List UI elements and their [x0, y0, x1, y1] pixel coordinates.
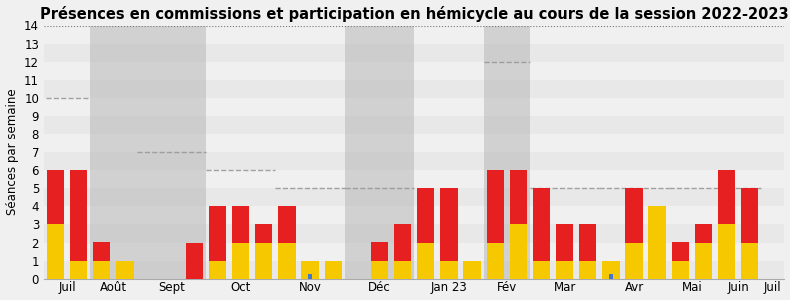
Bar [602, 261, 619, 279]
Bar [255, 242, 273, 279]
Bar [741, 242, 758, 279]
Bar [718, 224, 735, 279]
Bar [672, 261, 689, 279]
Bar [464, 261, 481, 279]
Bar [302, 261, 318, 279]
Bar [483, 26, 530, 279]
Bar [609, 274, 613, 279]
Bar [371, 261, 388, 279]
Bar [394, 261, 412, 279]
Bar [694, 242, 712, 279]
Bar [44, 261, 784, 279]
Bar [255, 224, 273, 242]
Bar [70, 261, 88, 279]
Bar [308, 274, 312, 279]
Bar [90, 26, 137, 279]
Y-axis label: Séances par semaine: Séances par semaine [6, 89, 18, 215]
Bar [672, 242, 689, 261]
Bar [44, 80, 784, 98]
Bar [44, 206, 784, 224]
Title: Présences en commissions et participation en hémicycle au cours de la session 20: Présences en commissions et participatio… [40, 6, 788, 22]
Bar [532, 188, 550, 261]
Bar [440, 261, 457, 279]
Bar [70, 170, 88, 261]
Bar [209, 206, 226, 261]
Bar [47, 170, 64, 224]
Bar [649, 206, 666, 279]
Bar [556, 224, 574, 261]
Bar [626, 188, 643, 242]
Bar [186, 242, 203, 279]
Bar [626, 242, 643, 279]
Bar [47, 224, 64, 279]
Bar [44, 44, 784, 62]
Bar [417, 242, 434, 279]
Bar [718, 170, 735, 224]
Bar [417, 188, 434, 242]
Bar [510, 170, 527, 224]
Bar [93, 242, 111, 261]
Bar [556, 261, 574, 279]
Bar [487, 242, 504, 279]
Bar [394, 224, 412, 261]
Bar [44, 224, 784, 242]
Bar [694, 224, 712, 242]
Bar [579, 261, 596, 279]
Bar [44, 62, 784, 80]
Bar [44, 242, 784, 261]
Bar [93, 261, 111, 279]
Bar [44, 152, 784, 170]
Bar [44, 134, 784, 152]
Bar [44, 116, 784, 134]
Bar [325, 261, 342, 279]
Bar [44, 26, 784, 44]
Bar [344, 26, 414, 279]
Bar [44, 98, 784, 116]
Bar [371, 242, 388, 261]
Bar [579, 224, 596, 261]
Bar [440, 188, 457, 261]
Bar [137, 26, 206, 279]
Bar [532, 261, 550, 279]
Bar [209, 261, 226, 279]
Bar [232, 242, 250, 279]
Bar [487, 170, 504, 242]
Bar [116, 261, 134, 279]
Bar [44, 170, 784, 188]
Bar [232, 206, 250, 242]
Bar [278, 206, 295, 242]
Bar [44, 188, 784, 206]
Bar [510, 224, 527, 279]
Bar [278, 242, 295, 279]
Bar [741, 188, 758, 242]
